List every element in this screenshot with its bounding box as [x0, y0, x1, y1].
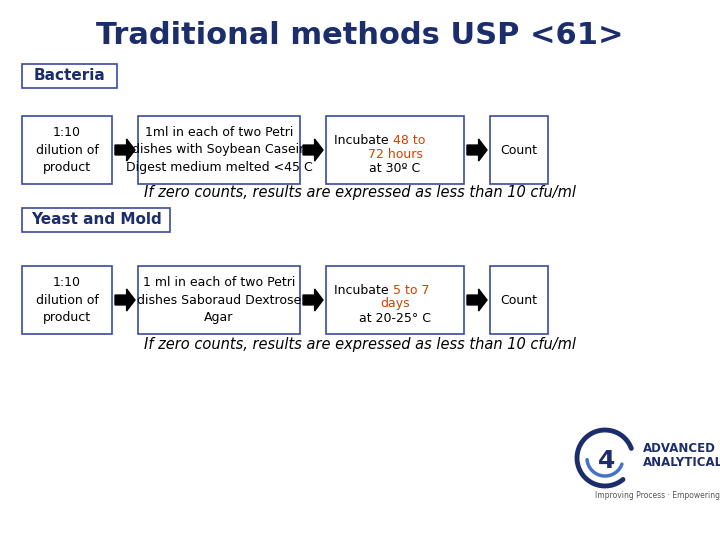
Text: 5 to 7: 5 to 7 — [393, 284, 430, 296]
Polygon shape — [467, 289, 487, 311]
Text: days: days — [380, 298, 410, 310]
Polygon shape — [303, 139, 323, 161]
Text: Traditional methods USP <61>: Traditional methods USP <61> — [96, 21, 624, 50]
Text: Improving Process · Empowering Progress: Improving Process · Empowering Progress — [595, 491, 720, 501]
Text: 1:10
dilution of
product: 1:10 dilution of product — [35, 126, 99, 173]
FancyBboxPatch shape — [22, 116, 112, 184]
Polygon shape — [115, 139, 135, 161]
FancyBboxPatch shape — [138, 116, 300, 184]
FancyBboxPatch shape — [22, 64, 117, 88]
Text: Incubate: Incubate — [334, 133, 393, 146]
Text: Yeast and Mold: Yeast and Mold — [31, 213, 161, 227]
Polygon shape — [467, 139, 487, 161]
FancyBboxPatch shape — [490, 116, 548, 184]
Text: ADVANCED: ADVANCED — [643, 442, 716, 455]
Text: Bacteria: Bacteria — [34, 69, 105, 84]
Text: 1ml in each of two Petri
dishes with Soybean Casein
Digest medium melted <45 C: 1ml in each of two Petri dishes with Soy… — [125, 126, 312, 173]
Text: 4: 4 — [598, 449, 616, 473]
Text: If zero counts, results are expressed as less than 10 cfu/ml: If zero counts, results are expressed as… — [144, 185, 576, 199]
FancyBboxPatch shape — [326, 116, 464, 184]
Text: at 20-25° C: at 20-25° C — [359, 312, 431, 325]
Text: Count: Count — [500, 294, 538, 307]
Text: at 30º C: at 30º C — [369, 161, 420, 174]
Text: 72 hours: 72 hours — [368, 147, 423, 160]
Text: 1:10
dilution of
product: 1:10 dilution of product — [35, 276, 99, 323]
Polygon shape — [115, 289, 135, 311]
Text: Count: Count — [500, 144, 538, 157]
Text: ANALYTICAL: ANALYTICAL — [643, 456, 720, 469]
Text: 48 to: 48 to — [393, 133, 426, 146]
FancyBboxPatch shape — [22, 266, 112, 334]
FancyBboxPatch shape — [326, 266, 464, 334]
FancyBboxPatch shape — [138, 266, 300, 334]
FancyBboxPatch shape — [490, 266, 548, 334]
FancyBboxPatch shape — [22, 208, 170, 232]
Text: Incubate: Incubate — [334, 284, 393, 296]
Text: If zero counts, results are expressed as less than 10 cfu/ml: If zero counts, results are expressed as… — [144, 336, 576, 352]
Text: 1 ml in each of two Petri
dishes Saboraud Dextrose
Agar: 1 ml in each of two Petri dishes Saborau… — [137, 276, 301, 323]
Polygon shape — [303, 289, 323, 311]
